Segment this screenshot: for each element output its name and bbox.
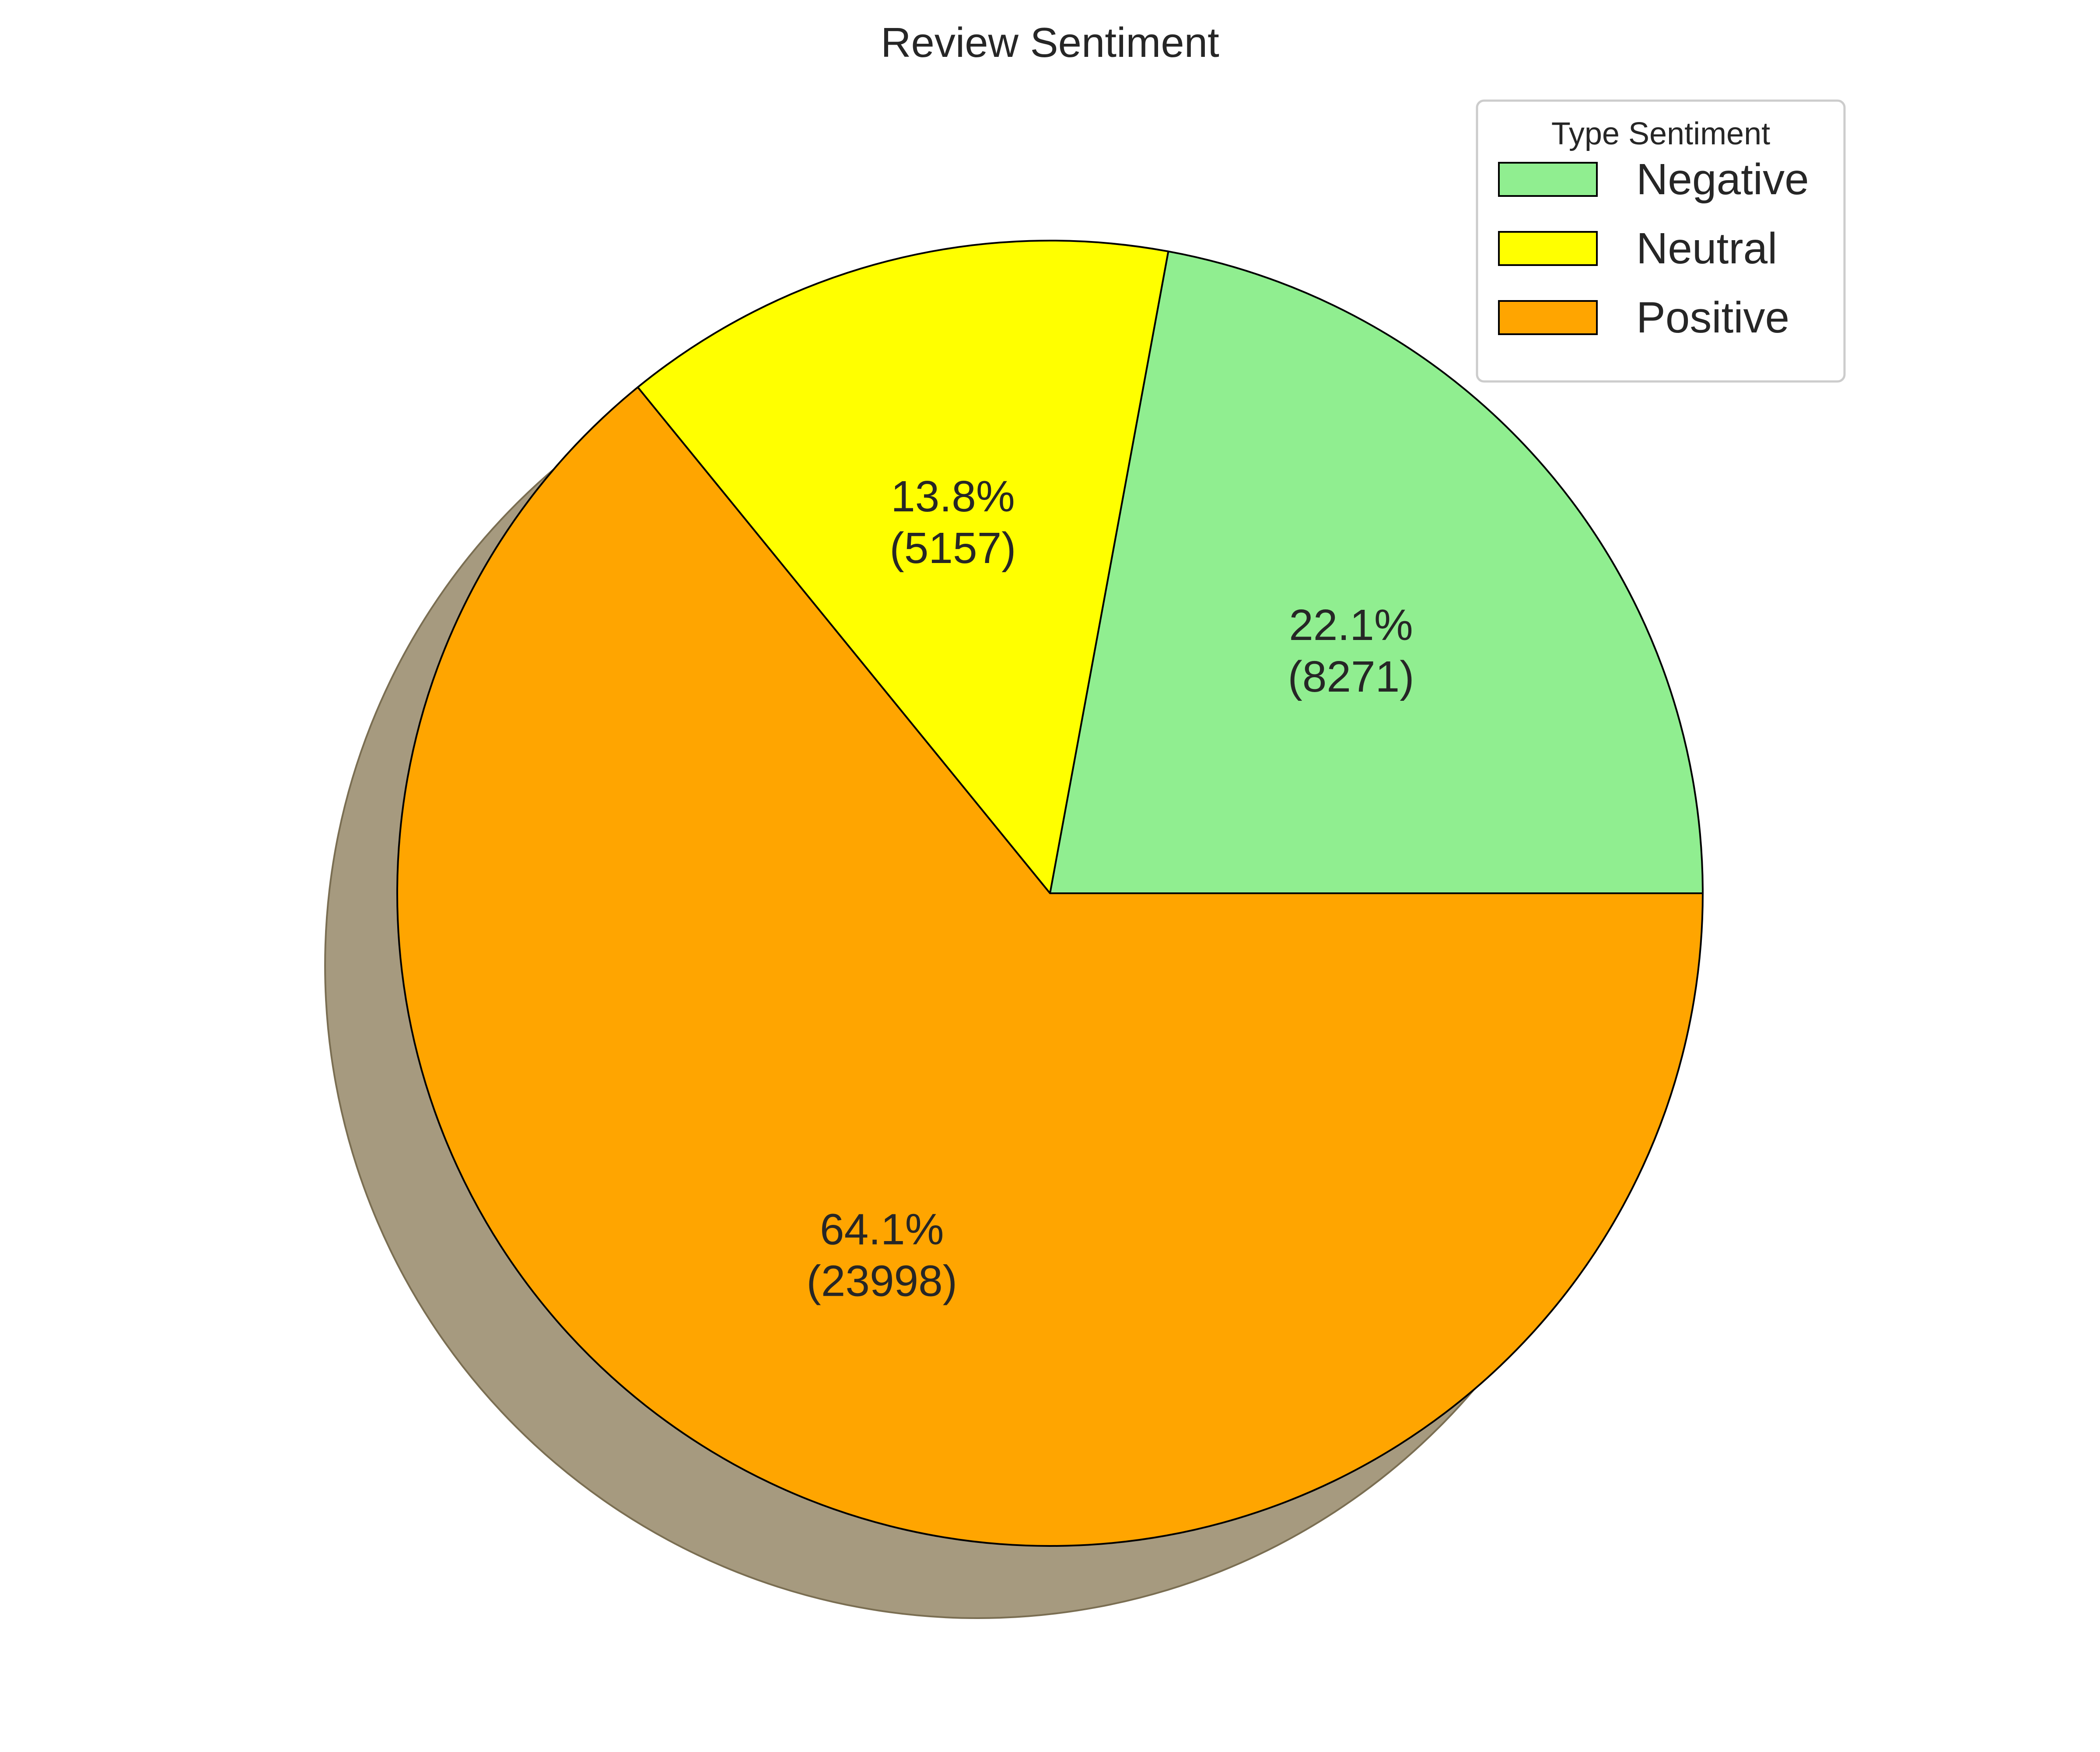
chart-title: Review Sentiment (881, 19, 1219, 66)
legend-swatch (1498, 162, 1598, 197)
slice-percent-label: 64.1% (820, 1205, 944, 1254)
legend-item-negative: Negative (1498, 155, 1809, 204)
legend-item-neutral: Neutral (1498, 224, 1777, 273)
legend-label: Neutral (1636, 224, 1777, 273)
legend-item-positive: Positive (1498, 293, 1789, 342)
legend-swatch (1498, 231, 1598, 266)
pie-slice-layer (396, 240, 1704, 1547)
legend-title: Type Sentiment (1551, 116, 1770, 151)
slice-percent-label: 13.8% (891, 472, 1015, 521)
slice-label-positive: 64.1% (23998) (806, 1205, 957, 1306)
pie-slice-negative (1049, 250, 1704, 894)
legend: Type Sentiment Negative Neutral Positive (1476, 99, 1846, 383)
pie-label-layer: 22.1% (8271) 13.8% (5157) 64.1% (23998) (806, 472, 1414, 1306)
slice-count-label: (23998) (806, 1257, 957, 1306)
pie-slice-positive (396, 386, 1704, 1547)
slice-label-negative: 22.1% (8271) (1288, 601, 1414, 701)
legend-items: Negative Neutral Positive (1498, 155, 1809, 342)
slice-count-label: (5157) (889, 524, 1016, 573)
slice-count-label: (8271) (1288, 652, 1414, 701)
legend-label: Negative (1636, 155, 1809, 204)
slice-label-neutral: 13.8% (5157) (889, 472, 1016, 573)
slice-percent-label: 22.1% (1289, 601, 1413, 650)
legend-swatch (1498, 300, 1598, 335)
legend-label: Positive (1636, 293, 1789, 342)
pie-slice-neutral (637, 240, 1169, 894)
